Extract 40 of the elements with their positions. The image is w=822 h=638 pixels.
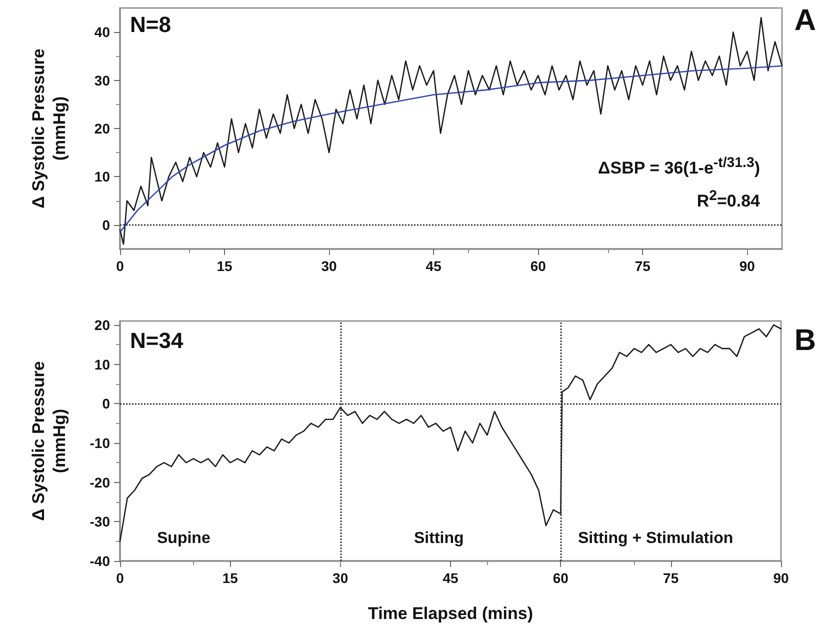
x-tick-label: 15: [216, 258, 233, 274]
y-tick-label: 0: [102, 396, 110, 412]
x-tick-label: 60: [530, 258, 546, 274]
annotation: Sitting + Stimulation: [578, 530, 734, 548]
y-axis-title: Δ Systolic Pressure (mmHg): [29, 361, 69, 521]
y-tick-label: 0: [102, 216, 110, 233]
y-tick-label: -30: [90, 514, 110, 530]
y-tick-label: -40: [90, 553, 110, 569]
y-tick-label: 20: [94, 316, 110, 333]
line-series: [119, 16, 783, 245]
y-tick-label: 10: [94, 168, 110, 185]
x-tick-label: 45: [426, 258, 442, 274]
y-tick-label: -20: [90, 474, 110, 490]
x-tick-label: 15: [222, 570, 238, 586]
annotation: R$^{2}$=0.84: [696, 188, 760, 212]
x-tick-label: 0: [116, 258, 124, 274]
annotation: ΔSBP = 36(1-e$^{-t/31.3}$): [598, 155, 760, 179]
y-tick-label: 20: [94, 120, 110, 136]
text: A: [794, 4, 816, 38]
x-axis-title: Time Elapsed (mins): [368, 604, 534, 623]
x-tick-label: 30: [321, 258, 338, 274]
annotation: Supine: [157, 530, 210, 548]
annotation: Sitting: [414, 530, 464, 548]
x-tick-label: 75: [634, 258, 651, 274]
x-tick-label: 30: [332, 570, 348, 586]
x-tick-label: 90: [739, 258, 756, 274]
y-tick-label: 40: [94, 24, 110, 40]
y-axis-title: Δ Systolic Pressure (mmHg): [29, 48, 69, 208]
x-tick-label: 0: [116, 570, 124, 586]
x-tick-label: 90: [773, 570, 789, 586]
annotation: N=8: [130, 12, 171, 38]
line-series: [119, 65, 783, 233]
x-tick-label: 45: [442, 570, 458, 586]
y-tick-label: 30: [94, 72, 110, 88]
annotation: N=34: [130, 328, 184, 354]
y-tick-label: 10: [94, 356, 110, 372]
x-tick-label: 60: [552, 570, 569, 586]
y-tick-label: -10: [90, 434, 110, 451]
text: B: [794, 324, 816, 358]
x-tick-label: 75: [663, 570, 679, 586]
